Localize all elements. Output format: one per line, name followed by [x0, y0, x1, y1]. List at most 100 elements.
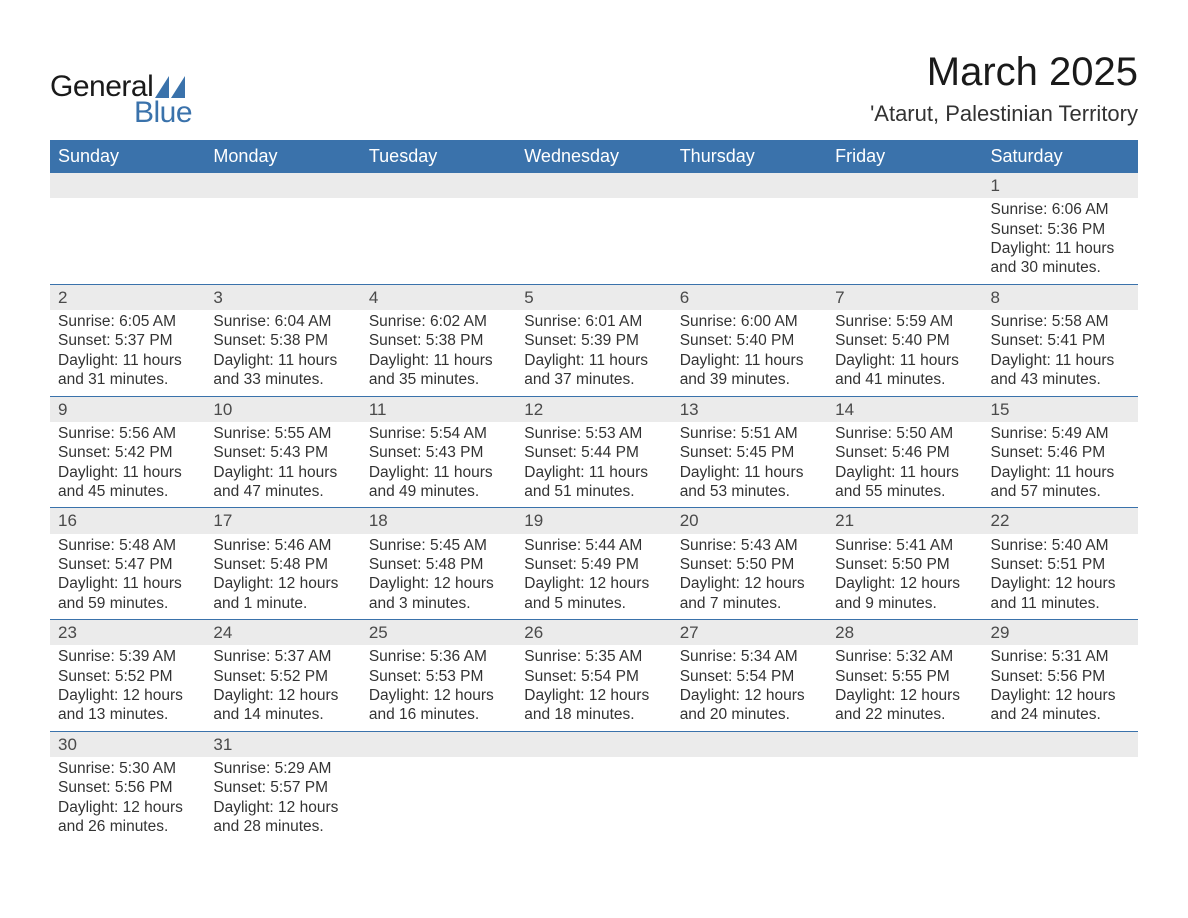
sunset-text: Sunset: 5:56 PM	[58, 778, 197, 797]
day-number-cell: 11	[361, 396, 516, 422]
daylight-text: Daylight: 12 hours	[213, 574, 352, 593]
daylight-text: Daylight: 11 hours	[991, 351, 1130, 370]
day-number-cell: 24	[205, 620, 360, 646]
day-number-cell	[827, 173, 982, 198]
daylight-text: Daylight: 11 hours	[524, 351, 663, 370]
day-number-row: 9101112131415	[50, 396, 1138, 422]
daylight-text: and 33 minutes.	[213, 370, 352, 389]
sunset-text: Sunset: 5:42 PM	[58, 443, 197, 462]
weekday-header: Friday	[827, 140, 982, 173]
weekday-header-row: SundayMondayTuesdayWednesdayThursdayFrid…	[50, 140, 1138, 173]
day-number-cell: 4	[361, 284, 516, 310]
sunset-text: Sunset: 5:36 PM	[991, 220, 1130, 239]
sunset-text: Sunset: 5:40 PM	[680, 331, 819, 350]
day-detail-cell: Sunrise: 6:01 AMSunset: 5:39 PMDaylight:…	[516, 310, 671, 396]
day-detail-cell: Sunrise: 5:44 AMSunset: 5:49 PMDaylight:…	[516, 534, 671, 620]
day-number-cell: 28	[827, 620, 982, 646]
sunrise-text: Sunrise: 5:32 AM	[835, 647, 974, 666]
daylight-text: Daylight: 12 hours	[991, 686, 1130, 705]
sunrise-text: Sunrise: 5:44 AM	[524, 536, 663, 555]
weekday-header: Wednesday	[516, 140, 671, 173]
sunset-text: Sunset: 5:43 PM	[213, 443, 352, 462]
sunrise-text: Sunrise: 5:59 AM	[835, 312, 974, 331]
day-number-row: 1	[50, 173, 1138, 198]
day-detail-cell: Sunrise: 5:45 AMSunset: 5:48 PMDaylight:…	[361, 534, 516, 620]
sunrise-text: Sunrise: 6:05 AM	[58, 312, 197, 331]
sunset-text: Sunset: 5:48 PM	[369, 555, 508, 574]
sunrise-text: Sunrise: 5:56 AM	[58, 424, 197, 443]
sunset-text: Sunset: 5:56 PM	[991, 667, 1130, 686]
daylight-text: and 24 minutes.	[991, 705, 1130, 724]
day-detail-cell: Sunrise: 6:04 AMSunset: 5:38 PMDaylight:…	[205, 310, 360, 396]
daylight-text: Daylight: 12 hours	[835, 574, 974, 593]
day-detail-cell: Sunrise: 5:49 AMSunset: 5:46 PMDaylight:…	[983, 422, 1138, 508]
daylight-text: Daylight: 11 hours	[369, 463, 508, 482]
day-detail-cell: Sunrise: 5:50 AMSunset: 5:46 PMDaylight:…	[827, 422, 982, 508]
day-number-cell	[50, 173, 205, 198]
sunset-text: Sunset: 5:43 PM	[369, 443, 508, 462]
day-number-cell: 29	[983, 620, 1138, 646]
daylight-text: and 49 minutes.	[369, 482, 508, 501]
day-detail-cell: Sunrise: 5:37 AMSunset: 5:52 PMDaylight:…	[205, 645, 360, 731]
day-detail-cell: Sunrise: 5:56 AMSunset: 5:42 PMDaylight:…	[50, 422, 205, 508]
sunrise-text: Sunrise: 5:55 AM	[213, 424, 352, 443]
day-number-cell: 14	[827, 396, 982, 422]
day-number-cell: 27	[672, 620, 827, 646]
daylight-text: Daylight: 11 hours	[369, 351, 508, 370]
day-number-cell: 19	[516, 508, 671, 534]
day-number-cell: 10	[205, 396, 360, 422]
logo-text-blue: Blue	[134, 96, 192, 130]
daylight-text: and 53 minutes.	[680, 482, 819, 501]
day-number-cell: 15	[983, 396, 1138, 422]
sunset-text: Sunset: 5:52 PM	[213, 667, 352, 686]
day-number-cell: 8	[983, 284, 1138, 310]
sunset-text: Sunset: 5:57 PM	[213, 778, 352, 797]
daylight-text: and 9 minutes.	[835, 594, 974, 613]
sunset-text: Sunset: 5:38 PM	[369, 331, 508, 350]
sunrise-text: Sunrise: 6:04 AM	[213, 312, 352, 331]
day-detail-cell	[361, 757, 516, 843]
day-number-cell: 9	[50, 396, 205, 422]
sunrise-text: Sunrise: 6:01 AM	[524, 312, 663, 331]
daylight-text: and 1 minute.	[213, 594, 352, 613]
daylight-text: and 11 minutes.	[991, 594, 1130, 613]
daylight-text: Daylight: 12 hours	[369, 574, 508, 593]
day-number-row: 3031	[50, 731, 1138, 757]
daylight-text: and 37 minutes.	[524, 370, 663, 389]
daylight-text: Daylight: 11 hours	[835, 351, 974, 370]
sunrise-text: Sunrise: 5:46 AM	[213, 536, 352, 555]
day-number-row: 2345678	[50, 284, 1138, 310]
daylight-text: Daylight: 11 hours	[58, 351, 197, 370]
day-detail-cell	[361, 198, 516, 284]
day-detail-cell: Sunrise: 6:00 AMSunset: 5:40 PMDaylight:…	[672, 310, 827, 396]
day-number-cell	[361, 173, 516, 198]
day-number-cell	[672, 731, 827, 757]
day-number-cell: 21	[827, 508, 982, 534]
day-detail-row: Sunrise: 5:39 AMSunset: 5:52 PMDaylight:…	[50, 645, 1138, 731]
daylight-text: Daylight: 12 hours	[58, 686, 197, 705]
weekday-header: Tuesday	[361, 140, 516, 173]
day-number-cell: 5	[516, 284, 671, 310]
sunrise-text: Sunrise: 5:49 AM	[991, 424, 1130, 443]
daylight-text: and 51 minutes.	[524, 482, 663, 501]
daylight-text: and 26 minutes.	[58, 817, 197, 836]
daylight-text: Daylight: 12 hours	[991, 574, 1130, 593]
weekday-header: Sunday	[50, 140, 205, 173]
daylight-text: Daylight: 11 hours	[680, 351, 819, 370]
sunrise-text: Sunrise: 6:02 AM	[369, 312, 508, 331]
day-number-cell: 23	[50, 620, 205, 646]
sunset-text: Sunset: 5:49 PM	[524, 555, 663, 574]
day-number-cell	[361, 731, 516, 757]
daylight-text: and 14 minutes.	[213, 705, 352, 724]
day-detail-cell: Sunrise: 5:43 AMSunset: 5:50 PMDaylight:…	[672, 534, 827, 620]
day-number-row: 23242526272829	[50, 620, 1138, 646]
daylight-text: and 5 minutes.	[524, 594, 663, 613]
sunset-text: Sunset: 5:50 PM	[835, 555, 974, 574]
weekday-header: Monday	[205, 140, 360, 173]
daylight-text: and 28 minutes.	[213, 817, 352, 836]
sunset-text: Sunset: 5:54 PM	[680, 667, 819, 686]
daylight-text: and 57 minutes.	[991, 482, 1130, 501]
day-detail-cell	[983, 757, 1138, 843]
day-detail-row: Sunrise: 5:48 AMSunset: 5:47 PMDaylight:…	[50, 534, 1138, 620]
day-detail-cell: Sunrise: 5:35 AMSunset: 5:54 PMDaylight:…	[516, 645, 671, 731]
